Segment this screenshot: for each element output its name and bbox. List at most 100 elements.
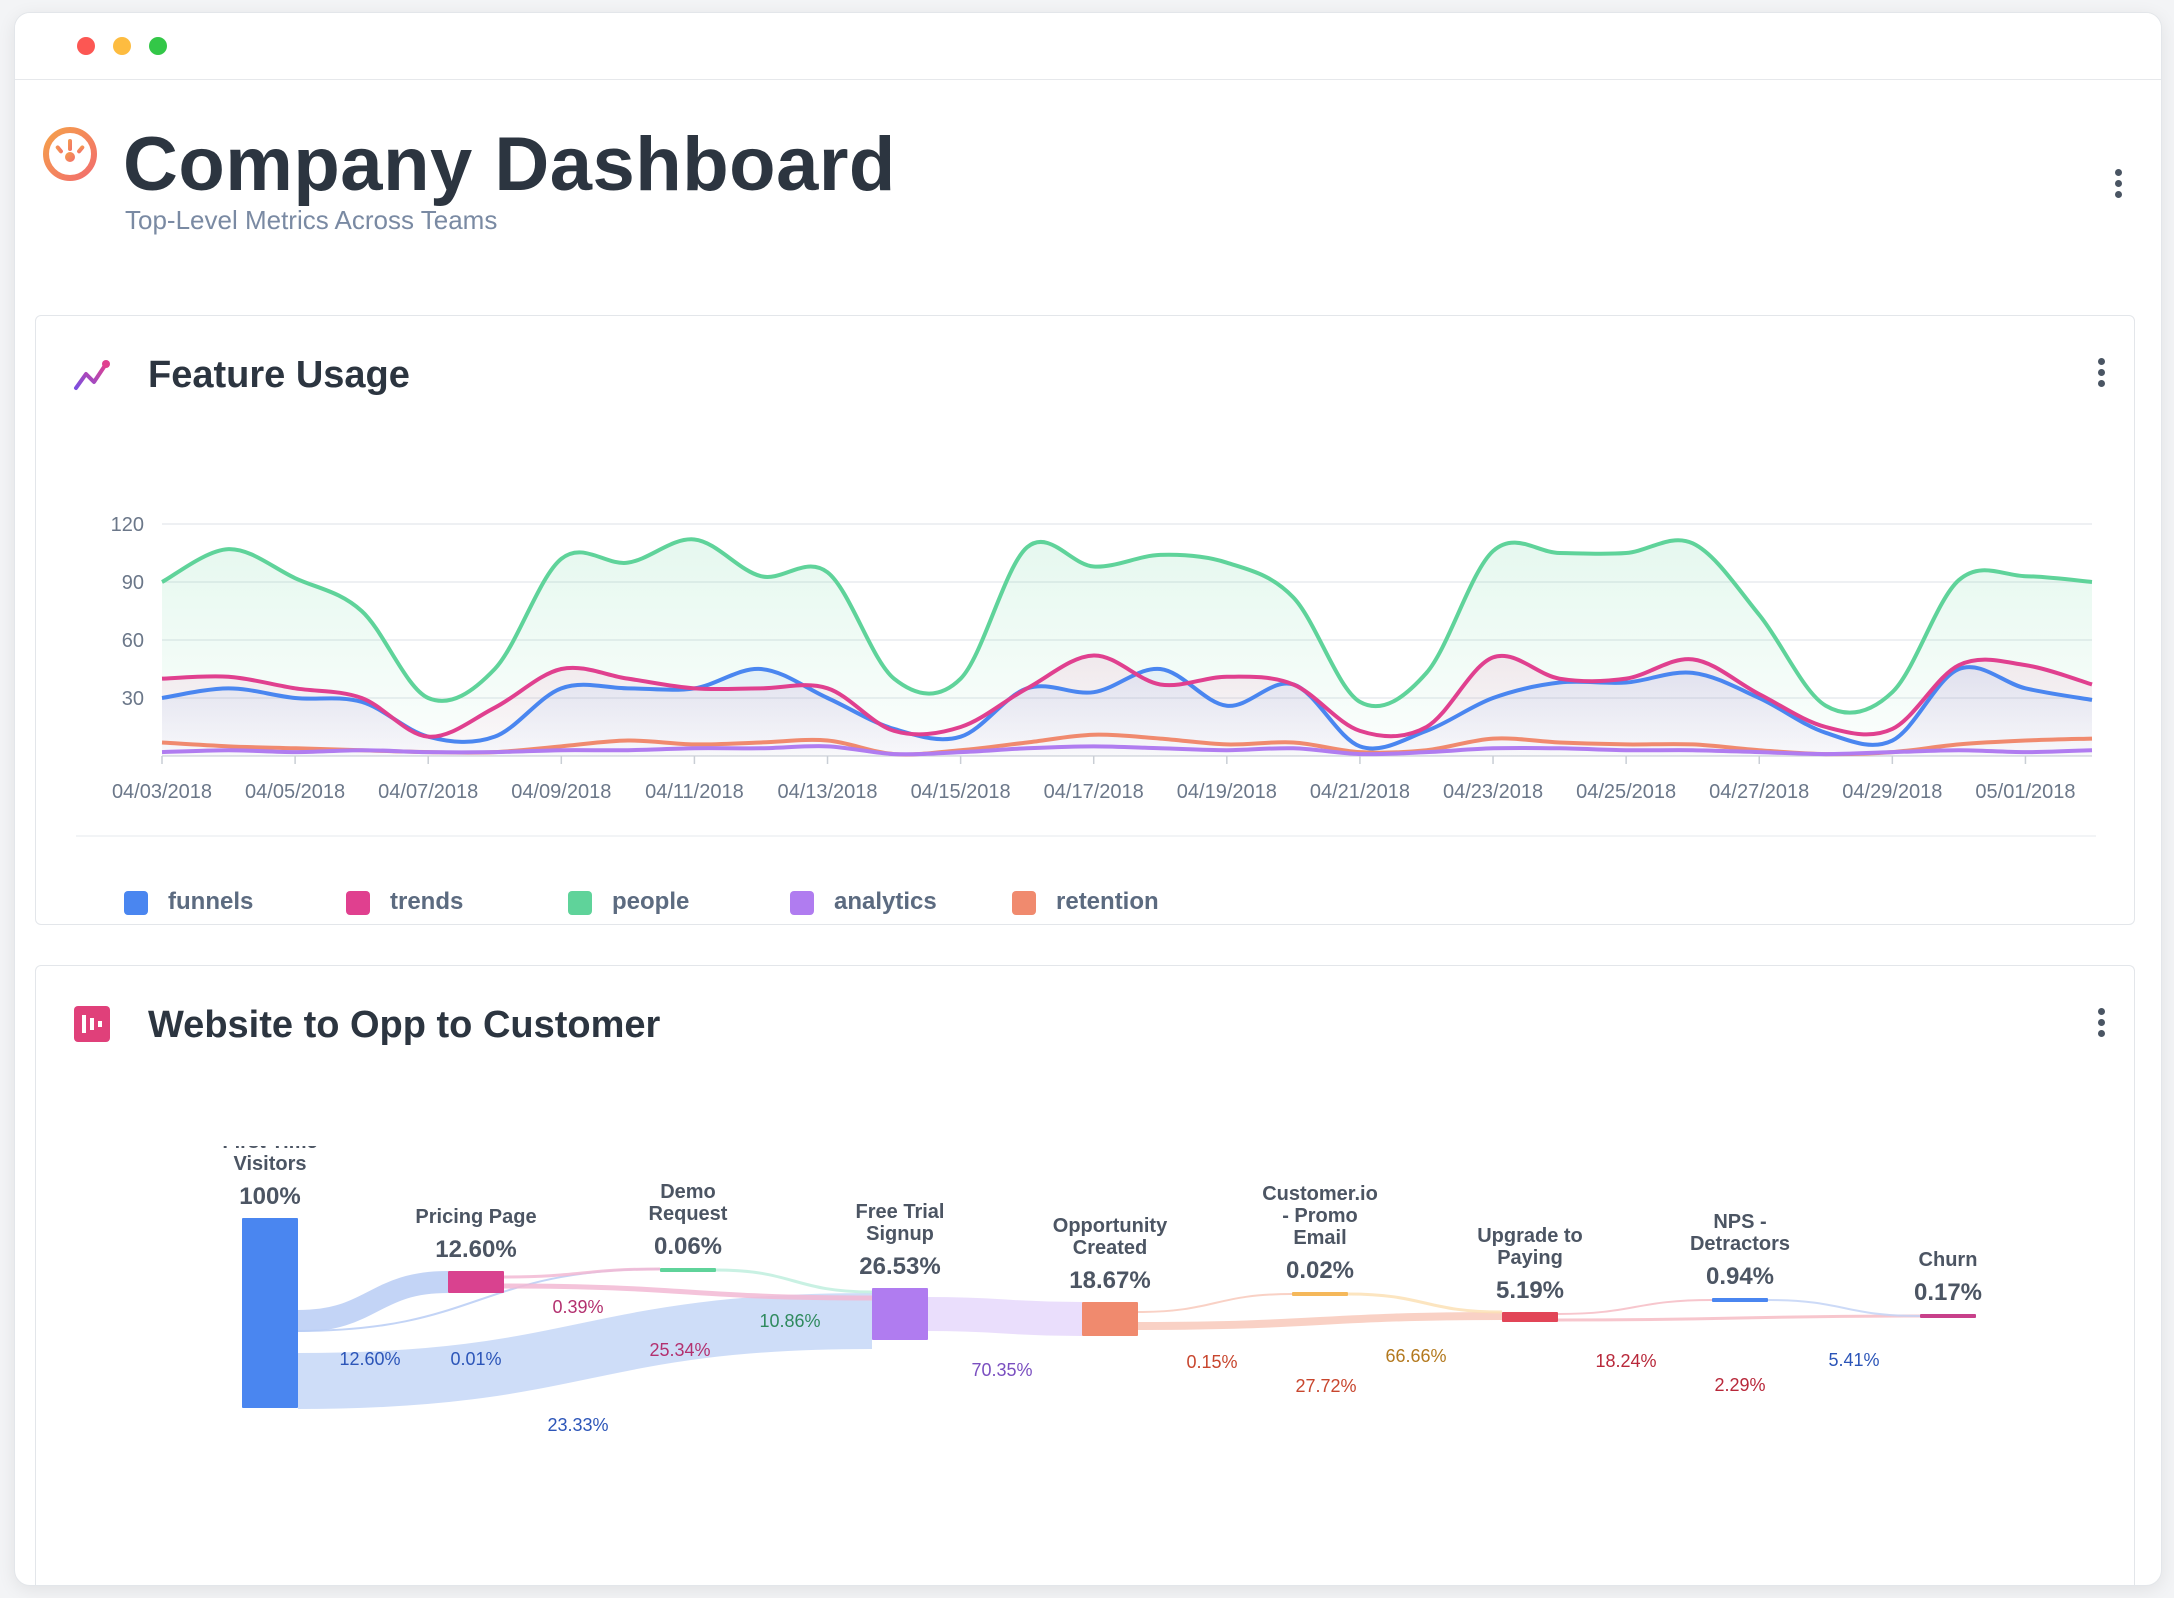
- sankey-node-value: 0.02%: [1286, 1257, 1354, 1284]
- sankey-node[interactable]: [1292, 1292, 1348, 1296]
- sankey-link-label: 0.15%: [1186, 1352, 1237, 1372]
- legend-label: people: [612, 888, 690, 915]
- page-subtitle: Top-Level Metrics Across Teams: [125, 205, 498, 235]
- y-tick-label: 30: [122, 688, 144, 710]
- sankey-node[interactable]: [660, 1268, 716, 1272]
- close-window-button[interactable]: [77, 37, 95, 55]
- x-tick-label: 04/21/2018: [1310, 781, 1410, 803]
- sankey-link[interactable]: [1767, 1299, 1921, 1317]
- sankey-node[interactable]: [448, 1271, 504, 1293]
- sankey-link-label: 10.86%: [759, 1311, 820, 1331]
- legend-swatch: [1012, 891, 1036, 915]
- feature-usage-menu-button[interactable]: [2086, 354, 2116, 398]
- x-tick-label: 04/11/2018: [645, 781, 744, 803]
- sankey-link[interactable]: [297, 1271, 449, 1332]
- sankey-link[interactable]: [1557, 1299, 1713, 1315]
- y-tick-label: 60: [122, 630, 144, 652]
- legend-swatch: [124, 891, 148, 915]
- legend-label: funnels: [168, 888, 254, 915]
- sankey-link-label: 27.72%: [1295, 1376, 1356, 1396]
- sankey-link[interactable]: [1557, 1314, 1921, 1322]
- sankey-node-label: Signup: [866, 1223, 934, 1245]
- sankey-link-label: 0.01%: [450, 1349, 501, 1369]
- sankey-node-label: - Promo: [1282, 1205, 1358, 1227]
- sankey-link-label: 18.24%: [1595, 1351, 1656, 1371]
- sankey-node-label: Request: [649, 1203, 728, 1225]
- feature-usage-chart: 30 60 90 120 04/03/2018 04/05/2018 04/07/2018 0…: [76, 514, 2096, 837]
- x-tick-label: 04/27/2018: [1709, 781, 1809, 803]
- legend-label: trends: [390, 888, 464, 915]
- sankey-node-label: Upgrade to: [1477, 1225, 1583, 1247]
- trend-line-icon: [74, 360, 110, 390]
- app-window: Company Dashboard Top-Level Metrics Acro…: [14, 12, 2162, 1586]
- gauge-icon: [43, 127, 97, 181]
- page-title: Company Dashboard: [123, 122, 896, 207]
- sankey-link-label: 12.60%: [339, 1349, 400, 1369]
- dashboard-menu-button[interactable]: [2103, 165, 2133, 209]
- sankey-node-value: 18.67%: [1069, 1267, 1150, 1294]
- kebab-menu-icon: [2114, 169, 2122, 176]
- kebab-menu-icon: [2097, 1008, 2105, 1015]
- x-tick-label: 04/13/2018: [777, 781, 877, 803]
- funnel-card-title: Website to Opp to Customer: [148, 1004, 661, 1046]
- series-line-analytics[interactable]: [161, 744, 2093, 757]
- sankey-node-value: 100%: [239, 1183, 300, 1210]
- sankey-node-label: Visitors: [234, 1153, 307, 1175]
- sankey-node-label: Email: [1293, 1227, 1346, 1249]
- window-titlebar: [15, 13, 2161, 80]
- sankey-node-label: Created: [1073, 1237, 1147, 1259]
- feature-usage-card: Feature Usage 30 60 90 120 04/03/2018 04/05/2…: [35, 315, 2135, 925]
- sankey-node-label: Demo: [660, 1181, 716, 1203]
- sankey-node[interactable]: [1712, 1298, 1768, 1302]
- sankey-link[interactable]: [715, 1268, 873, 1294]
- sankey-link[interactable]: [1347, 1292, 1503, 1314]
- sankey-node[interactable]: [1082, 1302, 1138, 1336]
- legend-label: retention: [1056, 888, 1159, 915]
- sankey-node-value: 12.60%: [435, 1236, 516, 1263]
- sankey-link-label: 2.29%: [1714, 1375, 1765, 1395]
- sankey-link[interactable]: [1137, 1293, 1293, 1313]
- sankey-node-label: First Time: [222, 1146, 317, 1153]
- sankey-link[interactable]: [1137, 1312, 1503, 1330]
- sankey-node-label: NPS -: [1713, 1211, 1766, 1233]
- feature-usage-title: Feature Usage: [148, 354, 410, 396]
- x-tick-label: 04/25/2018: [1576, 781, 1676, 803]
- funnel-bars-icon: [74, 1006, 110, 1042]
- sankey-link-label: 25.34%: [649, 1340, 710, 1360]
- sankey-node[interactable]: [242, 1218, 298, 1408]
- sankey-link-label: 23.33%: [547, 1415, 608, 1435]
- funnel-card: Website to Opp to Customer 12.60% 0.01% 23…: [35, 965, 2135, 1585]
- x-tick-label: 04/29/2018: [1842, 781, 1942, 803]
- x-tick-label: 04/03/2018: [112, 781, 212, 803]
- legend-swatch: [790, 891, 814, 915]
- sankey-node-value: 0.17%: [1914, 1279, 1982, 1306]
- sankey-link[interactable]: [503, 1283, 873, 1301]
- sankey-node[interactable]: [1920, 1314, 1976, 1318]
- sankey-node-label: Pricing Page: [415, 1206, 536, 1228]
- sankey-node-label: Paying: [1497, 1247, 1563, 1269]
- legend-label: analytics: [834, 888, 937, 915]
- sankey-node-value: 0.94%: [1706, 1263, 1774, 1290]
- x-tick-label: 04/05/2018: [245, 781, 345, 803]
- series-line-trends[interactable]: [161, 653, 2093, 739]
- x-tick-label: 04/19/2018: [1177, 781, 1277, 803]
- sankey-node[interactable]: [872, 1288, 928, 1340]
- funnel-menu-button[interactable]: [2086, 1004, 2116, 1048]
- x-tick-label: 05/01/2018: [1975, 781, 2075, 803]
- series-line-people[interactable]: [161, 537, 2093, 715]
- sankey-link[interactable]: [927, 1297, 1083, 1336]
- sankey-node[interactable]: [1502, 1312, 1558, 1322]
- kebab-menu-icon: [2097, 358, 2105, 365]
- sankey-node-label: Detractors: [1690, 1233, 1790, 1255]
- minimize-window-button[interactable]: [113, 37, 131, 55]
- sankey-link[interactable]: [297, 1293, 873, 1409]
- x-tick-label: 04/07/2018: [378, 781, 478, 803]
- maximize-window-button[interactable]: [149, 37, 167, 55]
- y-tick-label: 90: [122, 572, 144, 594]
- sankey-node-label: Opportunity: [1053, 1215, 1168, 1237]
- sankey-node-value: 26.53%: [859, 1253, 940, 1280]
- legend-swatch: [568, 891, 592, 915]
- sankey-link[interactable]: [503, 1267, 661, 1279]
- sankey-link-label: 70.35%: [971, 1360, 1032, 1380]
- sankey-node-label: Free Trial: [856, 1201, 945, 1223]
